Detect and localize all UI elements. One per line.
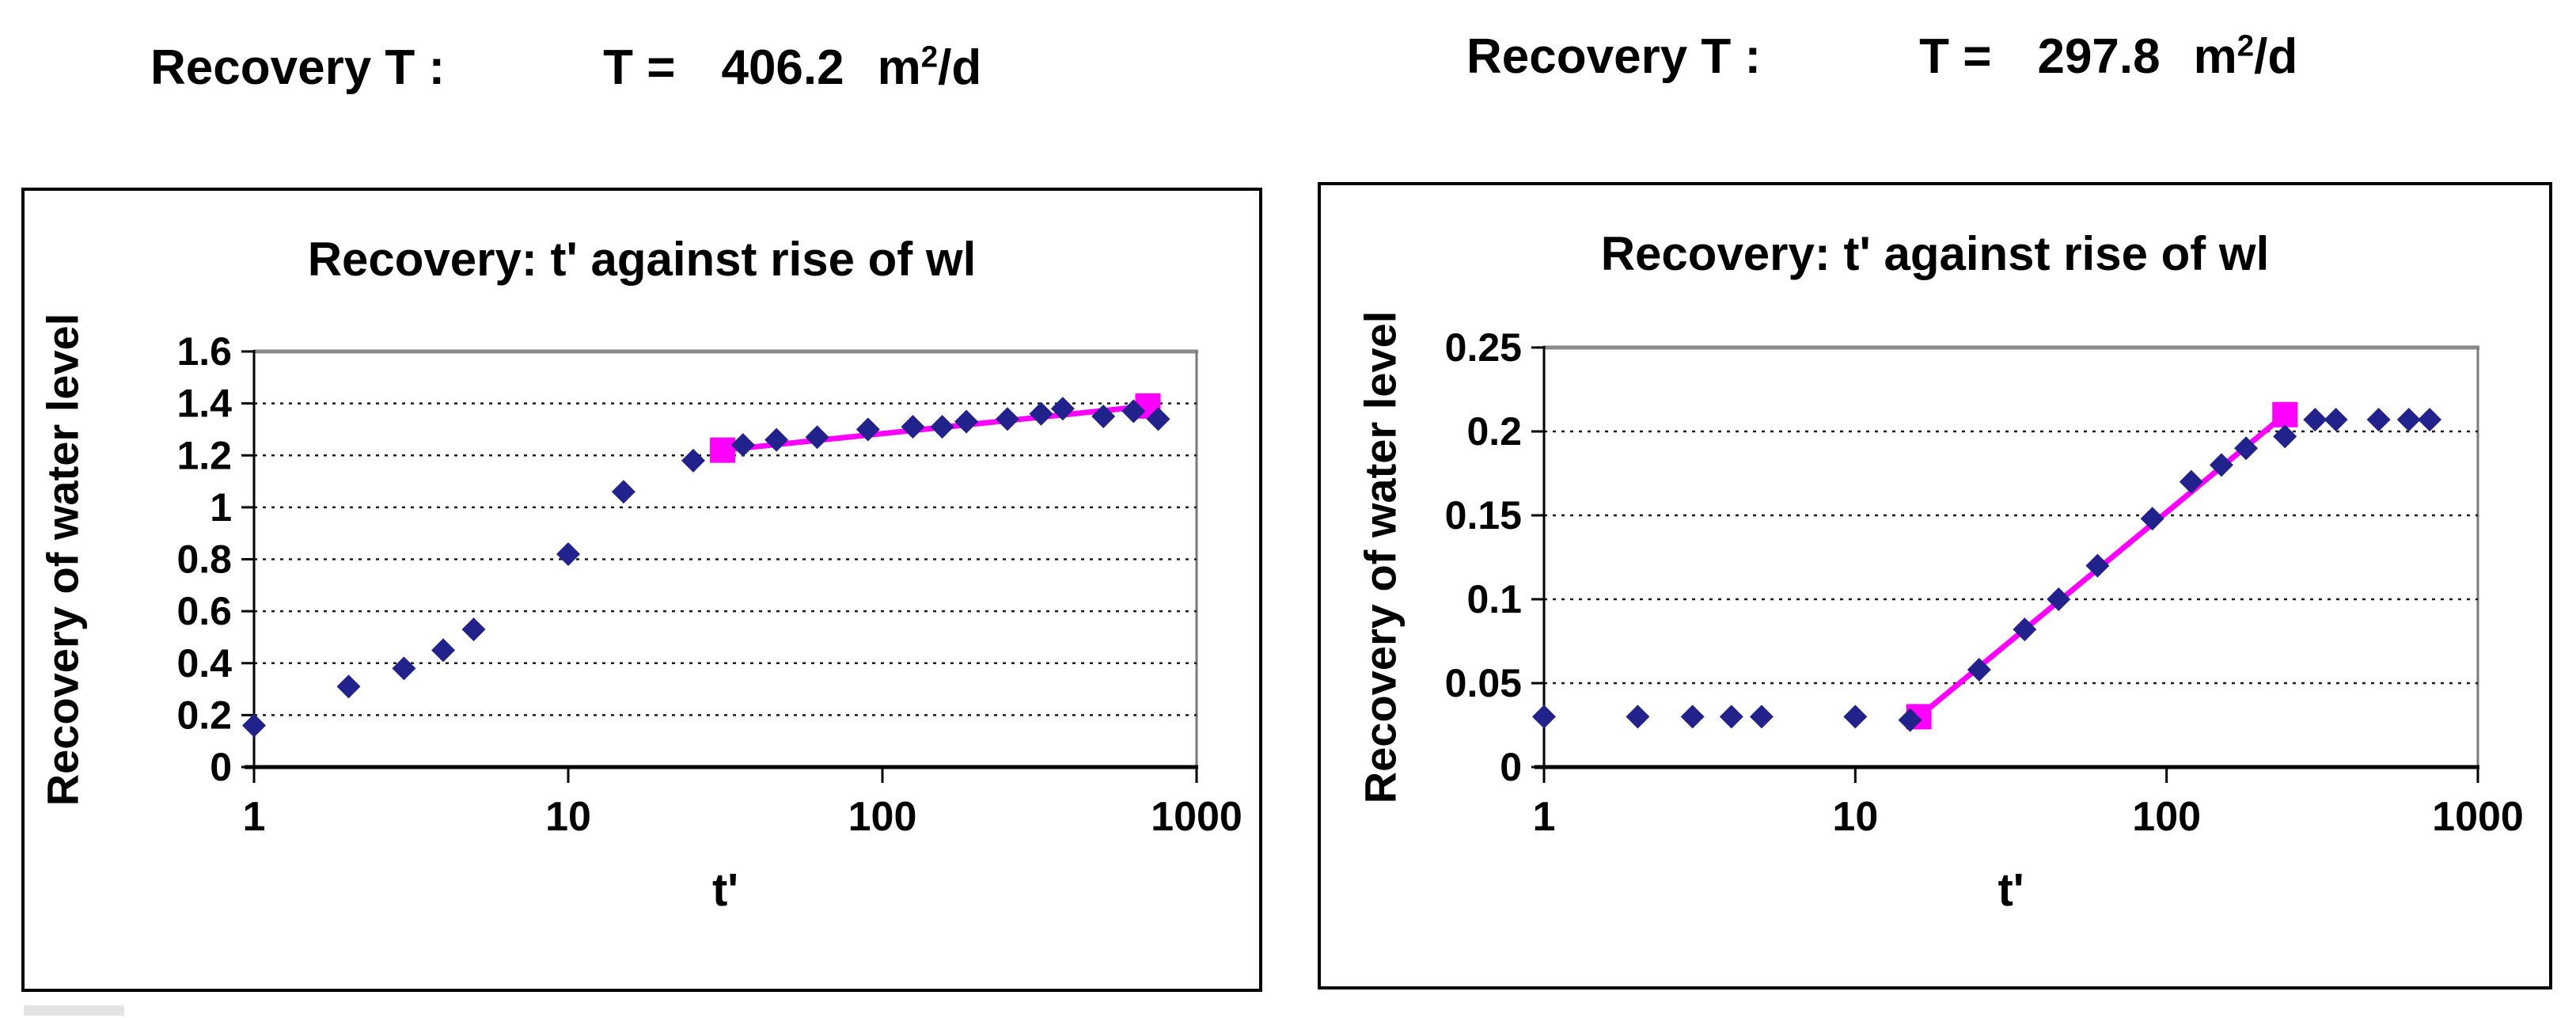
data-point-diamond xyxy=(2140,507,2164,531)
data-point-diamond xyxy=(242,713,266,738)
left-header-t-value: 406.2 xyxy=(721,40,844,95)
x-tick-label: 1000 xyxy=(1151,794,1242,840)
y-tick-label: 1.4 xyxy=(176,382,232,426)
x-tick-label: 100 xyxy=(848,794,917,840)
data-point-diamond xyxy=(1146,407,1170,431)
y-tick-label: 0.25 xyxy=(1445,325,1522,370)
data-point-diamond xyxy=(1029,401,1053,426)
right-chart-title: Recovery: t' against rise of wl xyxy=(1600,227,2270,280)
chart-plot-svg: 0 0.2 0.4 0.6 0.8 1 1.2 1.4 1.6 1 10 100 1000 xyxy=(176,329,1242,840)
data-point-diamond xyxy=(1091,405,1116,429)
left-chart-header: Recovery T : T = 406.2 m2/d xyxy=(150,40,981,96)
right-chart-header: Recovery T : T = 297.8 m2/d xyxy=(1466,28,2297,85)
data-point-diamond xyxy=(1898,708,1922,732)
y-tick-label: 0.4 xyxy=(176,641,232,686)
y-tick-label: 1 xyxy=(210,485,232,530)
left-x-axis-label: t' xyxy=(711,864,739,916)
data-point-diamond xyxy=(930,415,954,439)
y-tick-label: 0.05 xyxy=(1445,661,1522,705)
data-point-diamond xyxy=(2396,408,2421,432)
x-tick-label: 1 xyxy=(243,794,266,840)
data-point-diamond xyxy=(2418,408,2442,432)
data-point-diamond xyxy=(336,674,361,699)
y-tick-label: 0.2 xyxy=(1466,409,1522,454)
x-tick-label: 100 xyxy=(2132,794,2201,840)
gray-artifact-bar xyxy=(24,1005,124,1016)
right-header-t-value: 297.8 xyxy=(2037,29,2161,84)
left-chart-title: Recovery: t' against rise of wl xyxy=(307,233,977,286)
data-point-diamond xyxy=(1050,397,1075,421)
data-point-diamond xyxy=(1719,705,1743,729)
data-point-diamond xyxy=(2366,408,2391,432)
chart-plot-svg: 0 0.05 0.1 0.15 0.2 0.25 1 10 100 1000 xyxy=(1445,325,2524,840)
x-tick-label: 10 xyxy=(545,794,591,840)
right-header-label: Recovery T : xyxy=(1466,29,1762,84)
data-point-diamond xyxy=(805,425,829,450)
data-point-diamond xyxy=(1626,705,1650,729)
data-point-diamond xyxy=(995,407,1019,431)
data-point-diamond xyxy=(1121,399,1146,424)
data-point-diamond xyxy=(1843,705,1868,729)
data-point-diamond xyxy=(1532,705,1556,729)
y-tick-label: 0.15 xyxy=(1445,493,1522,537)
data-point-diamond xyxy=(856,417,880,442)
y-tick-label: 0 xyxy=(210,745,232,789)
data-point-diamond xyxy=(2179,469,2203,494)
data-point-diamond xyxy=(764,427,789,452)
left-header-unit: m2/d xyxy=(877,40,982,95)
y-tick-label: 1.6 xyxy=(176,329,232,374)
data-point-diamond xyxy=(2013,617,2037,642)
x-tick-label: 10 xyxy=(1832,794,1878,840)
data-point-diamond xyxy=(954,409,979,434)
data-point-diamond xyxy=(431,638,456,663)
right-recovery-chart: Recovery: t' against rise of wl Recovery… xyxy=(1318,182,2552,990)
data-point-diamond xyxy=(681,448,705,473)
right-header-t-equals: T = xyxy=(1919,29,1992,84)
y-tick-label: 0.8 xyxy=(176,537,232,582)
data-point-diamond xyxy=(1749,705,1774,729)
data-point-diamond xyxy=(1680,705,1705,729)
data-point-diamond xyxy=(1967,658,1991,682)
data-point-diamond xyxy=(2085,553,2110,578)
x-tick-label: 1 xyxy=(1533,794,1556,840)
data-point-diamond xyxy=(2324,408,2348,432)
x-tick-label: 1000 xyxy=(2432,794,2524,840)
data-point-diamond xyxy=(392,656,416,681)
data-point-diamond xyxy=(611,480,635,504)
data-point-diamond xyxy=(730,433,755,458)
trend-endpoint-square xyxy=(2272,401,2298,427)
right-header-unit: m2/d xyxy=(2193,28,2298,84)
data-point-diamond xyxy=(2209,453,2233,477)
data-point-diamond xyxy=(2303,408,2328,432)
y-tick-label: 0.1 xyxy=(1466,577,1522,621)
y-tick-label: 0.2 xyxy=(176,693,232,737)
left-header-label: Recovery T : xyxy=(150,40,446,95)
trend-endpoint-square xyxy=(710,437,736,463)
data-point-diamond xyxy=(2234,436,2259,461)
left-header-t-equals: T = xyxy=(603,40,676,95)
data-point-diamond xyxy=(901,415,925,439)
y-tick-label: 1.2 xyxy=(176,433,232,477)
data-point-diamond xyxy=(461,617,486,642)
data-point-diamond xyxy=(2047,587,2071,611)
right-x-axis-label: t' xyxy=(1997,864,2024,916)
left-recovery-chart: Recovery: t' against rise of wl Recovery… xyxy=(21,188,1262,992)
data-point-diamond xyxy=(2273,424,2297,449)
y-tick-label: 0 xyxy=(1500,745,1522,789)
y-tick-label: 0.6 xyxy=(176,589,232,633)
data-point-diamond xyxy=(556,541,580,566)
